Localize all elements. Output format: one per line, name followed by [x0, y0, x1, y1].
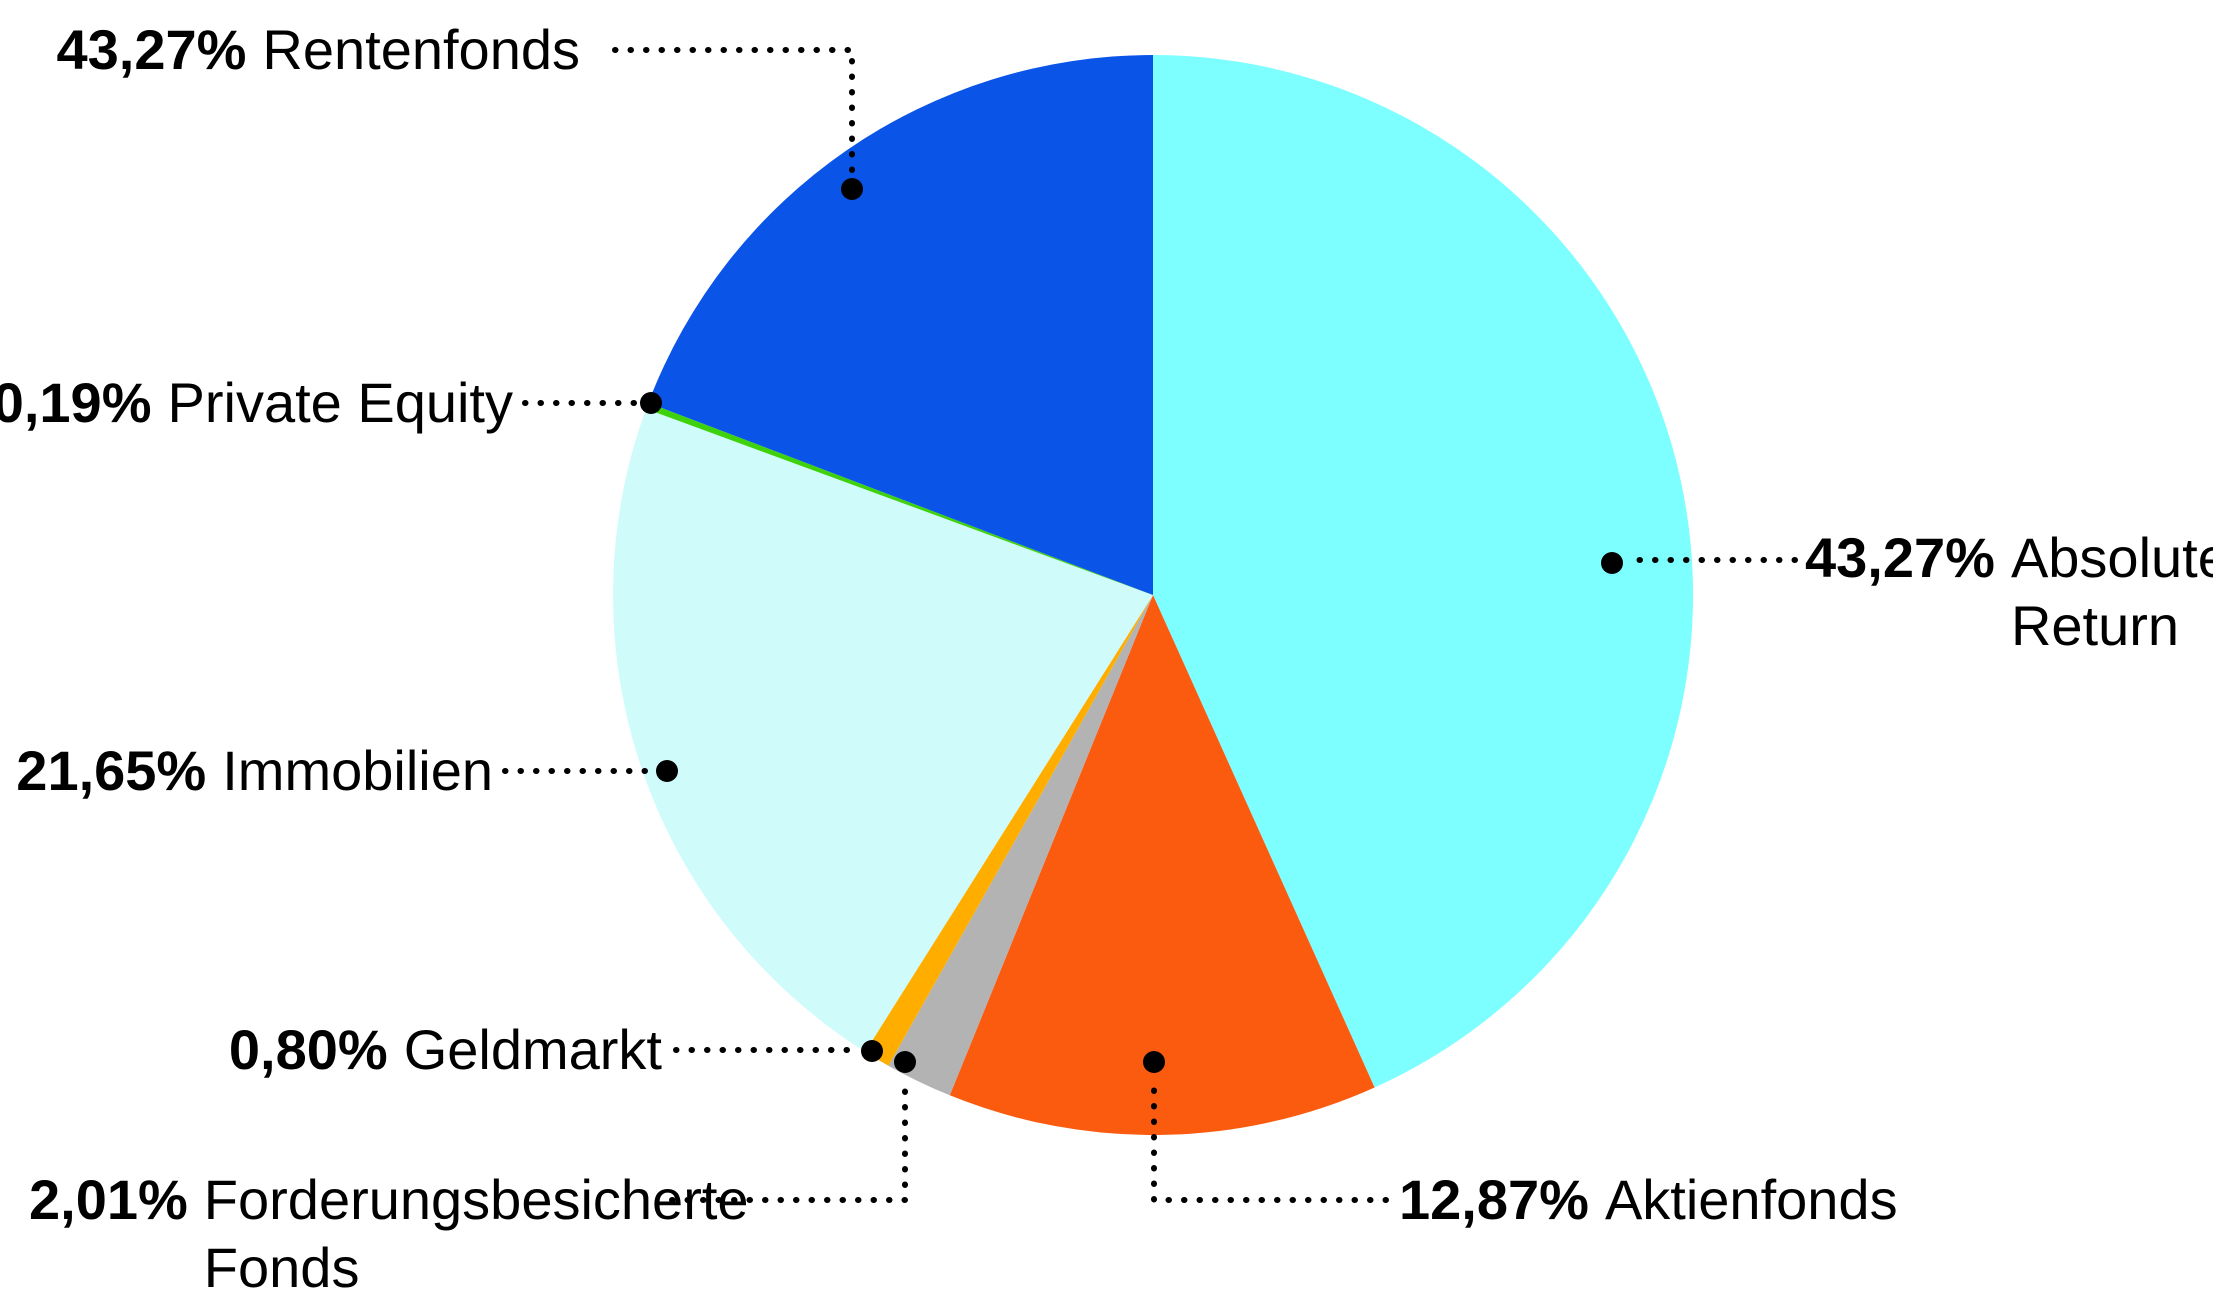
label-private-equity: 0,19% Private Equity: [0, 369, 513, 437]
leader-line-aktienfonds: [1151, 1077, 1389, 1203]
pie-slice-immobilien: [612, 408, 1153, 1052]
label-immobilien: 21,65% Immobilien: [16, 737, 493, 805]
absolute-return-percent: 43,27%: [1805, 526, 1995, 589]
dot-marker-forderungsbesicherte_fonds: [894, 1051, 916, 1073]
private-equity-name: Private Equity: [167, 371, 514, 434]
dot-marker-private_equity: [640, 392, 662, 414]
pie-slice-absolute_return: [1153, 55, 1694, 1088]
pie-slice-geldmarkt: [865, 595, 1153, 1066]
forderungsbesicherte-name-line2: Fonds: [203, 1236, 360, 1292]
aktienfonds-percent: 12,87%: [1399, 1168, 1589, 1231]
label-rentenfonds: 43,27% Rentenfonds: [56, 16, 580, 84]
label-geldmarkt: 0,80% Geldmarkt: [229, 1016, 662, 1084]
label-aktienfonds: 12,87% Aktienfonds: [1399, 1166, 1898, 1234]
absolute-return-name-line2: Return: [2010, 594, 2180, 657]
dot-marker-geldmarkt: [861, 1040, 883, 1062]
leader-line-forderungsbesicherte_fonds: [669, 1077, 908, 1203]
pie-slice-forderungsbesicherte_fonds: [888, 595, 1153, 1096]
dot-marker-aktienfonds: [1143, 1051, 1165, 1073]
immobilien-percent: 21,65%: [16, 739, 207, 802]
pie-slice-aktienfonds: [949, 595, 1375, 1136]
pie-slice-private_equity: [646, 402, 1153, 595]
forderungsbesicherte-percent: 2,01%: [29, 1168, 188, 1231]
geldmarkt-percent: 0,80%: [228, 1018, 388, 1081]
dot-marker-rentenfonds: [841, 178, 863, 200]
label-absolute-return: 43,27% Absolute Return: [1805, 524, 2213, 660]
absolute-return-name-line1: Absolute: [2010, 526, 2213, 589]
forderungsbesicherte-name-line1: Forderungsbesicherte: [203, 1168, 749, 1231]
dot-marker-absolute_return: [1601, 552, 1623, 574]
dot-marker-immobilien: [656, 760, 678, 782]
private-equity-percent: 0,19%: [0, 371, 152, 434]
rentenfonds-percent: 43,27%: [56, 18, 247, 81]
pie-slice-rentenfonds: [648, 55, 1153, 595]
leader-line-rentenfonds: [612, 47, 855, 173]
immobilien-name: Immobilien: [222, 739, 493, 802]
geldmarkt-name: Geldmarkt: [403, 1018, 662, 1081]
rentenfonds-name: Rentenfonds: [262, 18, 580, 81]
aktienfonds-name: Aktienfonds: [1604, 1168, 1898, 1231]
label-forderungsbesicherte-fonds: 2,01% Forderungsbesicherte Fonds: [29, 1166, 749, 1292]
